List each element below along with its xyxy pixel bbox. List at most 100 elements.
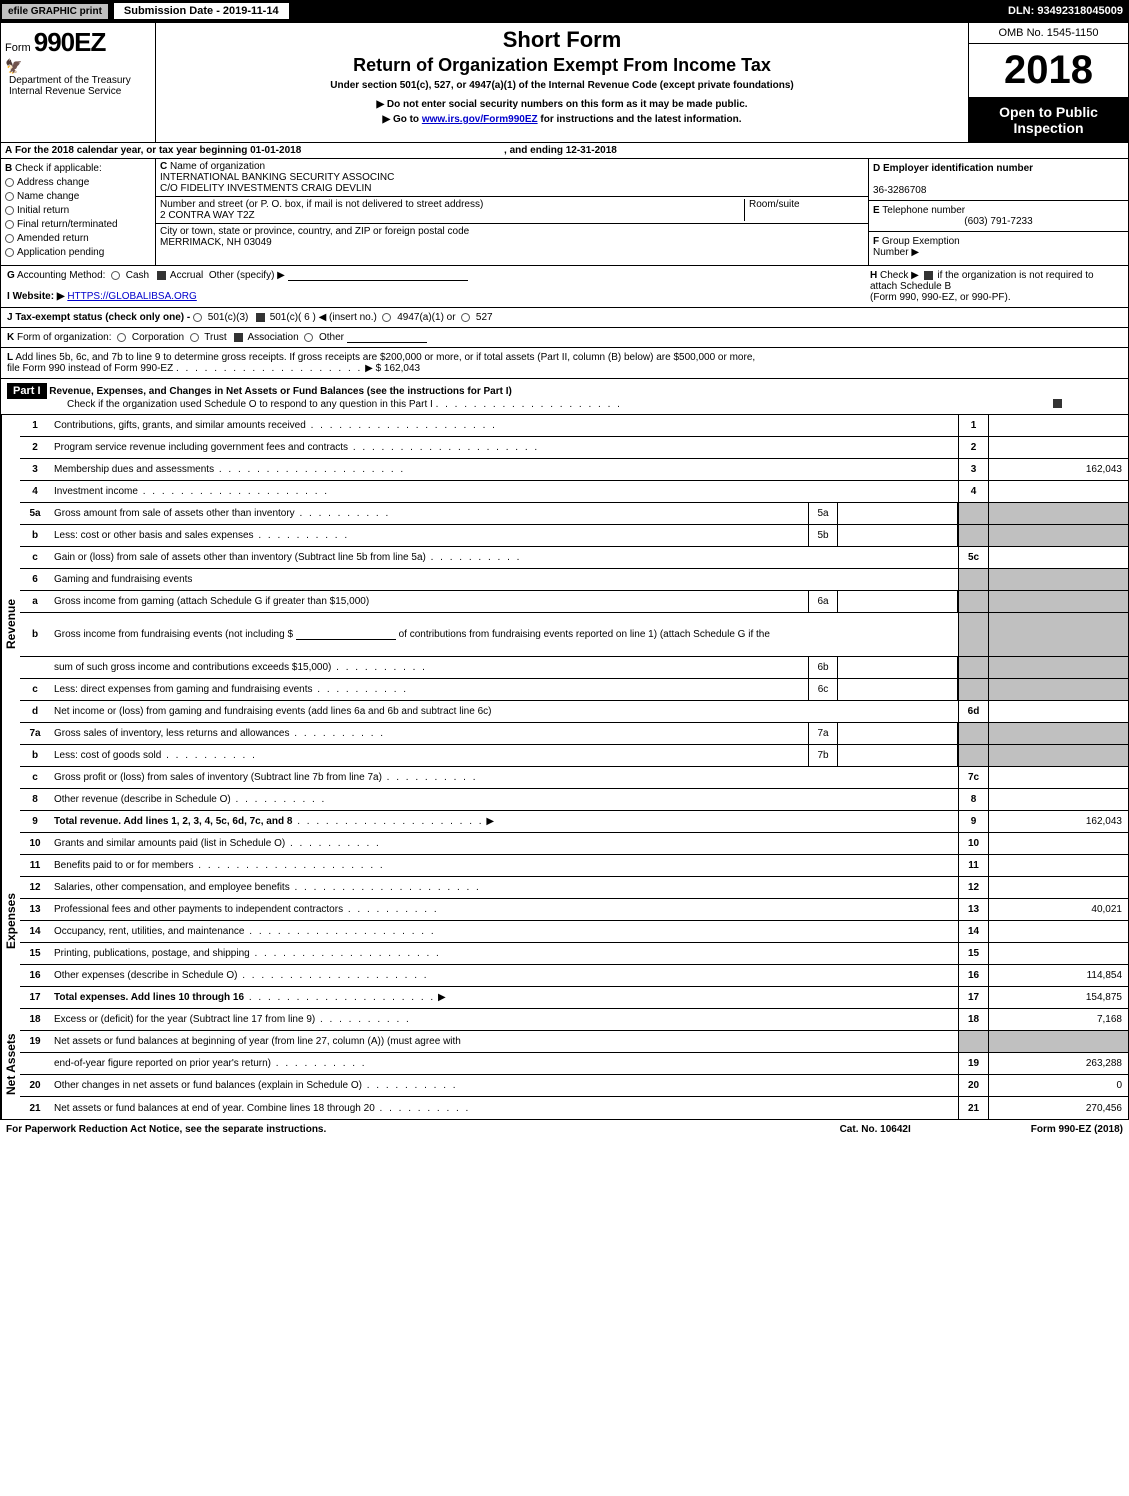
radio-accrual[interactable] — [157, 271, 166, 280]
chk-initial-return[interactable] — [5, 206, 14, 215]
top-bar: efile GRAPHIC print Submission Date - 20… — [0, 0, 1129, 22]
radio-501c3[interactable] — [193, 313, 202, 322]
line-1-num: 1 — [20, 418, 50, 433]
section-d-e-f: D Employer identification number 36-3286… — [868, 159, 1128, 265]
radio-527[interactable] — [461, 313, 470, 322]
under-section-text: Under section 501(c), 527, or 4947(a)(1)… — [164, 80, 960, 91]
line-5c-rn: 5c — [958, 547, 988, 568]
line-11: 11 Benefits paid to or for members 11 — [20, 855, 1128, 877]
l-text2: file Form 990 instead of Form 990-EZ — [7, 363, 173, 374]
line-7a-desc: Gross sales of inventory, less returns a… — [54, 728, 289, 739]
line-3-desc: Membership dues and assessments — [54, 464, 214, 475]
line-12-desc: Salaries, other compensation, and employ… — [54, 882, 290, 893]
opt-association: Association — [248, 332, 299, 343]
form-number: 990EZ — [34, 27, 106, 57]
radio-cash[interactable] — [111, 271, 120, 280]
line-16: 16 Other expenses (describe in Schedule … — [20, 965, 1128, 987]
line-6b-inner-amt — [838, 657, 958, 678]
street-value: 2 CONTRA WAY T2Z — [160, 210, 255, 221]
return-title: Return of Organization Exempt From Incom… — [164, 55, 960, 76]
line-10-num: 10 — [20, 836, 50, 851]
chk-amended-return[interactable] — [5, 234, 14, 243]
line-6b-amount-input[interactable] — [296, 639, 396, 640]
website-label: Website: ▶ — [13, 291, 65, 302]
line-1-amt — [988, 415, 1128, 436]
line-19-desc1: Net assets or fund balances at beginning… — [54, 1036, 461, 1047]
label-j: J — [7, 312, 13, 323]
line-5b: b Less: cost or other basis and sales ex… — [20, 525, 1128, 547]
line-8-desc: Other revenue (describe in Schedule O) — [54, 794, 231, 805]
chk-final-return[interactable] — [5, 220, 14, 229]
line-19-upper: 19 Net assets or fund balances at beginn… — [20, 1031, 1128, 1053]
line-16-amt: 114,854 — [988, 965, 1128, 986]
line-7a-in: 7a — [808, 723, 838, 744]
l-dots — [176, 363, 362, 374]
line-7b-desc: Less: cost of goods sold — [54, 750, 161, 761]
radio-501c[interactable] — [256, 313, 265, 322]
radio-4947[interactable] — [382, 313, 391, 322]
opt-trust: Trust — [204, 332, 226, 343]
efile-print-button[interactable]: efile GRAPHIC print — [2, 4, 108, 19]
line-5c-num: c — [20, 550, 50, 565]
label-h: H — [870, 270, 877, 281]
other-specify-input[interactable] — [288, 280, 468, 281]
line-14: 14 Occupancy, rent, utilities, and maint… — [20, 921, 1128, 943]
section-c-org-info: C Name of organization INTERNATIONAL BAN… — [156, 159, 868, 265]
radio-other[interactable] — [304, 333, 313, 342]
line-21-amt: 270,456 — [988, 1097, 1128, 1119]
line-12: 12 Salaries, other compensation, and emp… — [20, 877, 1128, 899]
irs-link[interactable]: www.irs.gov/Form990EZ — [422, 114, 538, 125]
cash-label: Cash — [126, 270, 149, 281]
chk-address-change[interactable] — [5, 178, 14, 187]
line-6a-desc: Gross income from gaming (attach Schedul… — [54, 596, 369, 607]
name-of-org-label: Name of organization — [170, 161, 265, 172]
line-20-num: 20 — [20, 1078, 50, 1093]
line-9-desc: Total revenue. Add lines 1, 2, 3, 4, 5c,… — [54, 816, 292, 827]
line-8-rn: 8 — [958, 789, 988, 810]
line-5a-num: 5a — [20, 506, 50, 521]
line-19-rn: 19 — [958, 1053, 988, 1074]
line-14-rn: 14 — [958, 921, 988, 942]
line-5a-grey-amt — [988, 503, 1128, 524]
page-footer: For Paperwork Reduction Act Notice, see … — [0, 1120, 1129, 1139]
omb-number: OMB No. 1545-1150 — [969, 23, 1128, 44]
line-4-rn: 4 — [958, 481, 988, 502]
opt-4947: 4947(a)(1) or — [397, 312, 455, 323]
part1-schedule-o-checkbox[interactable] — [1053, 399, 1062, 408]
line-7c-rn: 7c — [958, 767, 988, 788]
chk-name-change[interactable] — [5, 192, 14, 201]
line-1-desc: Contributions, gifts, grants, and simila… — [54, 420, 306, 431]
website-link[interactable]: HTTPS://GLOBALIBSA.ORG — [67, 291, 196, 302]
line-16-rn: 16 — [958, 965, 988, 986]
chk-application-pending[interactable] — [5, 248, 14, 257]
check-if-label: Check if applicable: — [15, 163, 102, 174]
radio-corporation[interactable] — [117, 333, 126, 342]
other-org-input[interactable] — [347, 342, 427, 343]
radio-association[interactable] — [234, 333, 243, 342]
chk-address-change-label: Address change — [17, 177, 89, 188]
line-8: 8 Other revenue (describe in Schedule O)… — [20, 789, 1128, 811]
line-11-rn: 11 — [958, 855, 988, 876]
line-6b-upper: b Gross income from fundraising events (… — [20, 613, 1128, 657]
h-checkbox[interactable] — [924, 271, 933, 280]
info-block: B Check if applicable: Address change Na… — [1, 159, 1128, 266]
line-6b-upper-grey-amt — [988, 613, 1128, 656]
line-6d-num: d — [20, 704, 50, 719]
line-6b-grey — [958, 657, 988, 678]
line-17-num: 17 — [20, 990, 50, 1005]
line-17-desc: Total expenses. Add lines 10 through 16 — [54, 992, 244, 1003]
open-to-public-badge: Open to Public Inspection — [969, 98, 1128, 142]
line-16-num: 16 — [20, 968, 50, 983]
form-header: Form 990EZ 🦅 Short Form Return of Organi… — [1, 23, 1128, 143]
line-2-num: 2 — [20, 440, 50, 455]
line-5b-inner-amt — [838, 525, 958, 546]
care-of: C/O FIDELITY INVESTMENTS CRAIG DEVLIN — [160, 183, 372, 194]
line-3: 3 Membership dues and assessments 3 162,… — [20, 459, 1128, 481]
ein-label: Employer identification number — [883, 163, 1033, 174]
radio-trust[interactable] — [190, 333, 199, 342]
line-6c-inner-amt — [838, 679, 958, 700]
line-8-num: 8 — [20, 792, 50, 807]
line-15-rn: 15 — [958, 943, 988, 964]
line-7c-desc: Gross profit or (loss) from sales of inv… — [54, 772, 382, 783]
line-5c: c Gain or (loss) from sale of assets oth… — [20, 547, 1128, 569]
